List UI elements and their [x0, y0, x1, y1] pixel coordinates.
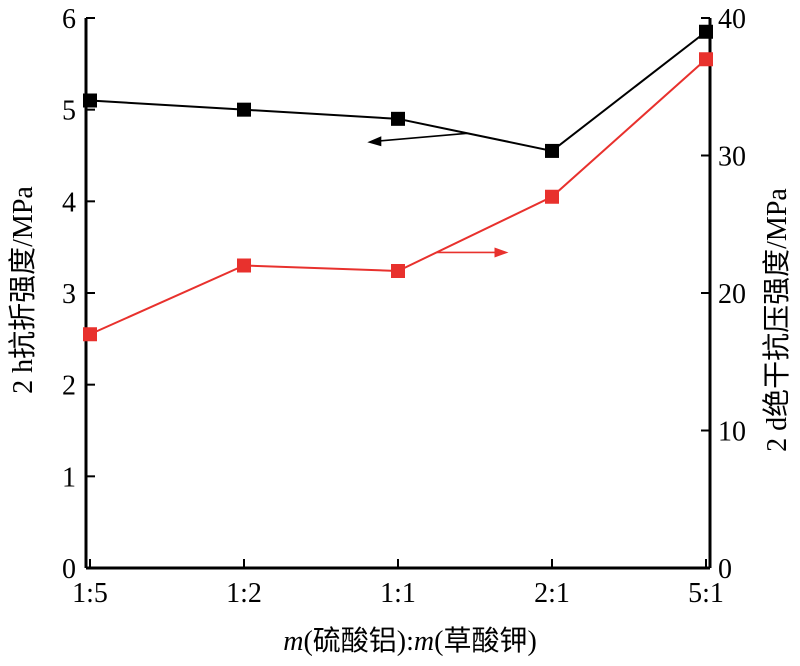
x-axis-ticks: 1:5 1:2 1:1 2:1 5:1 [72, 559, 724, 609]
series-1-marker [83, 93, 97, 108]
left-tick-label: 6 [62, 4, 76, 35]
left-tick-label: 1 [62, 462, 76, 493]
series-2-marker [391, 264, 405, 278]
x-tick-label: 1:2 [226, 578, 262, 609]
right-axis-title: 2 d绝干抗压强度/MPa [761, 188, 793, 452]
annotation-arrowhead-left [367, 136, 382, 147]
x-tick-label: 1:5 [72, 578, 108, 609]
series-1-marker [237, 102, 251, 117]
right-tick-label: 10 [718, 417, 746, 448]
series-1-marker [391, 111, 405, 126]
left-axis-ticks: 0 1 2 3 4 5 6 [62, 4, 95, 585]
series-2-marker [699, 52, 713, 67]
right-tick-label: 30 [718, 142, 746, 173]
series-group [83, 24, 713, 342]
x-tick-label: 2:1 [534, 578, 570, 609]
series-2-marker [545, 189, 559, 204]
series-line-1 [89, 30, 707, 152]
right-axis-ticks: 0 10 20 30 40 [701, 4, 746, 585]
left-tick-label: 2 [62, 371, 76, 402]
annotations [367, 132, 509, 258]
left-tick-label: 4 [62, 187, 76, 218]
x-tick-label: 5:1 [688, 578, 724, 609]
right-tick-label: 0 [718, 554, 732, 585]
series-1-marker [699, 24, 713, 39]
x-axis-title: m(硫酸铝):m(草酸钾) [283, 625, 537, 657]
annotation-arrow-left [375, 132, 468, 143]
series-2-marker [83, 327, 97, 342]
series-1-marker [545, 143, 559, 158]
series-2-marker [237, 258, 251, 273]
annotation-arrowhead-right [494, 247, 509, 258]
series-line-2 [89, 58, 707, 336]
left-tick-label: 0 [62, 554, 76, 585]
x-tick-label: 1:1 [380, 578, 416, 609]
right-tick-label: 20 [718, 279, 746, 310]
left-tick-label: 5 [62, 96, 76, 127]
right-tick-label: 40 [718, 4, 746, 35]
left-axis-title: 2 h抗折强度/MPa [7, 186, 39, 394]
left-tick-label: 3 [62, 279, 76, 310]
